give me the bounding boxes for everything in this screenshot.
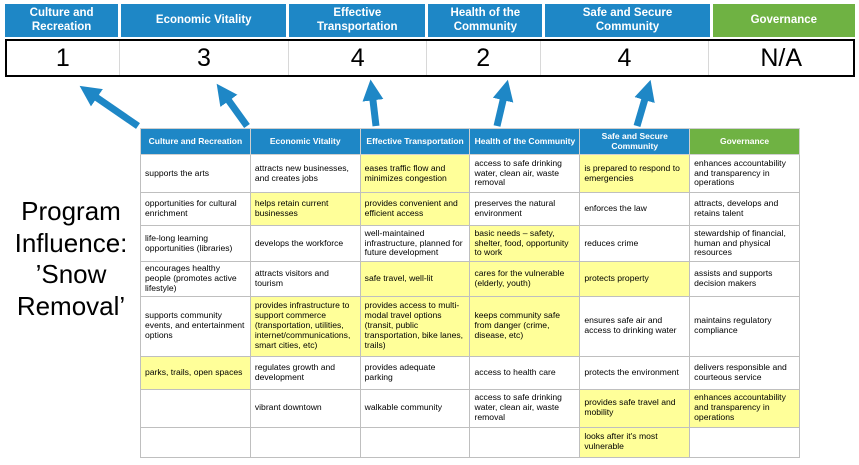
matrix-cell: assists and supports decision makers: [689, 261, 800, 297]
matrix-cell: looks after it's most vulnerable: [579, 426, 691, 458]
matrix-header-governance: Governance: [689, 128, 800, 155]
matrix-header-economic-vitality: Economic Vitality: [249, 128, 361, 155]
matrix-cell: encourages healthy people (promotes acti…: [140, 261, 251, 297]
matrix-cell: provides infrastructure to support comme…: [249, 295, 361, 357]
matrix-cell: provides safe travel and mobility: [579, 388, 691, 428]
score-band: 1 3 4 2 4 N/A: [5, 39, 855, 77]
matrix-cell: develops the workforce: [249, 225, 361, 262]
matrix-cell: eases traffic flow and minimizes congest…: [359, 154, 471, 193]
matrix-row-4: encourages healthy people (promotes acti…: [140, 261, 800, 297]
matrix-row-5: supports community events, and entertain…: [140, 295, 800, 357]
matrix-cell: preserves the natural environment: [469, 192, 581, 226]
score-health-of-the-community: 2: [425, 41, 540, 75]
matrix-cell: provides adequate parking: [359, 355, 471, 390]
matrix-cell: safe travel, well-lit: [359, 261, 471, 297]
pillar-health-of-the-community: Health of the Community: [428, 4, 543, 37]
matrix-header-effective-transportation: Effective Transportation: [359, 128, 471, 155]
matrix-cell: supports the arts: [140, 154, 251, 193]
pillar-safe-and-secure-community: Safe and Secure Community: [545, 4, 710, 37]
matrix-cell: [359, 426, 471, 458]
arrow-culture-and-recreation: [79, 85, 140, 129]
matrix-cell: provides convenient and efficient access: [359, 192, 471, 226]
score-governance: N/A: [708, 41, 853, 75]
arrow-safe-and-secure-community: [633, 79, 655, 127]
matrix-cell: attracts visitors and tourism: [249, 261, 361, 297]
pillar-header-band: Culture and Recreation Economic Vitality E…: [5, 4, 855, 37]
matrix-cell: protects the environment: [579, 355, 691, 390]
matrix-cell: access to health care: [469, 355, 581, 390]
matrix-header-health-of-the-community: Health of the Community: [469, 128, 581, 155]
matrix-row-6: parks, trails, open spaces regulates grow…: [140, 355, 800, 390]
matrix-cell: basic needs – safety, shelter, food, opp…: [469, 225, 581, 262]
score-effective-transportation: 4: [288, 41, 426, 75]
matrix-cell: provides access to multi-modal travel op…: [359, 295, 471, 357]
matrix-row-3: life-long learning opportunities (librar…: [140, 225, 800, 262]
matrix-cell: regulates growth and development: [249, 355, 361, 390]
matrix-cell: supports community events, and entertain…: [140, 295, 251, 357]
matrix-row-8: looks after it's most vulnerable: [140, 426, 800, 458]
matrix-cell: [140, 426, 251, 458]
pillar-economic-vitality: Economic Vitality: [121, 4, 287, 37]
matrix-cell: access to safe drinking water, clean air…: [469, 388, 581, 428]
matrix-header-safe-and-secure-community: Safe and Secure Community: [579, 128, 691, 155]
matrix-cell: walkable community: [359, 388, 471, 428]
matrix-cell: cares for the vulnerable (elderly, youth…: [469, 261, 581, 297]
matrix-cell: life-long learning opportunities (librar…: [140, 225, 251, 262]
matrix-cell: ensures safe air and access to drinking …: [579, 295, 691, 357]
matrix-cell: attracts new businesses, and creates job…: [249, 154, 361, 193]
program-title: Program Influence: ’Snow Removal’: [14, 196, 128, 322]
matrix-cell: helps retain current businesses: [249, 192, 361, 226]
matrix-cell: delivers responsible and courteous servi…: [689, 355, 800, 390]
matrix-cell: enforces the law: [579, 192, 691, 226]
matrix-cell: protects property: [579, 261, 691, 297]
influence-matrix: Culture and Recreation Economic Vitality E…: [140, 128, 800, 458]
pillar-effective-transportation: Effective Transportation: [289, 4, 426, 37]
matrix-cell: attracts, develops and retains talent: [689, 192, 800, 226]
matrix-cell: enhances accountability and transparency…: [689, 154, 800, 193]
matrix-cell: enhances accountability and transparency…: [689, 388, 800, 428]
matrix-cell: [469, 426, 581, 458]
arrow-effective-transportation: [362, 79, 384, 127]
arrow-health-of-the-community: [492, 79, 514, 127]
matrix-cell: keeps community safe from danger (crime,…: [469, 295, 581, 357]
matrix-row-7: vibrant downtown walkable community access…: [140, 388, 800, 428]
matrix-row-1: supports the arts attracts new businesses…: [140, 154, 800, 193]
pillar-governance: Governance: [712, 4, 855, 37]
matrix-cell: is prepared to respond to emergencies: [579, 154, 691, 193]
matrix-cell: [689, 426, 800, 458]
score-economic-vitality: 3: [118, 41, 289, 75]
matrix-cell: [249, 426, 361, 458]
matrix-cell: [140, 388, 251, 428]
matrix-cell: reduces crime: [579, 225, 691, 262]
arrow-economic-vitality: [216, 83, 250, 129]
matrix-cell: access to safe drinking water, clean air…: [469, 154, 581, 193]
matrix-cell: stewardship of financial, human and phys…: [689, 225, 800, 262]
matrix-cell: opportunities for cultural enrichment: [140, 192, 251, 226]
pillar-culture-and-recreation: Culture and Recreation: [5, 4, 119, 37]
matrix-row-2: opportunities for cultural enrichment hel…: [140, 192, 800, 226]
matrix-cell: well-maintained infrastructure, planned …: [359, 225, 471, 262]
matrix-cell: vibrant downtown: [249, 388, 361, 428]
matrix-header-culture-and-recreation: Culture and Recreation: [140, 128, 251, 155]
matrix-header-row: Culture and Recreation Economic Vitality E…: [140, 128, 800, 155]
score-culture-and-recreation: 1: [55, 43, 70, 72]
score-safe-and-secure-community: 4: [539, 41, 709, 75]
matrix-cell: parks, trails, open spaces: [140, 355, 251, 390]
matrix-cell: maintains regulatory compliance: [689, 295, 800, 357]
